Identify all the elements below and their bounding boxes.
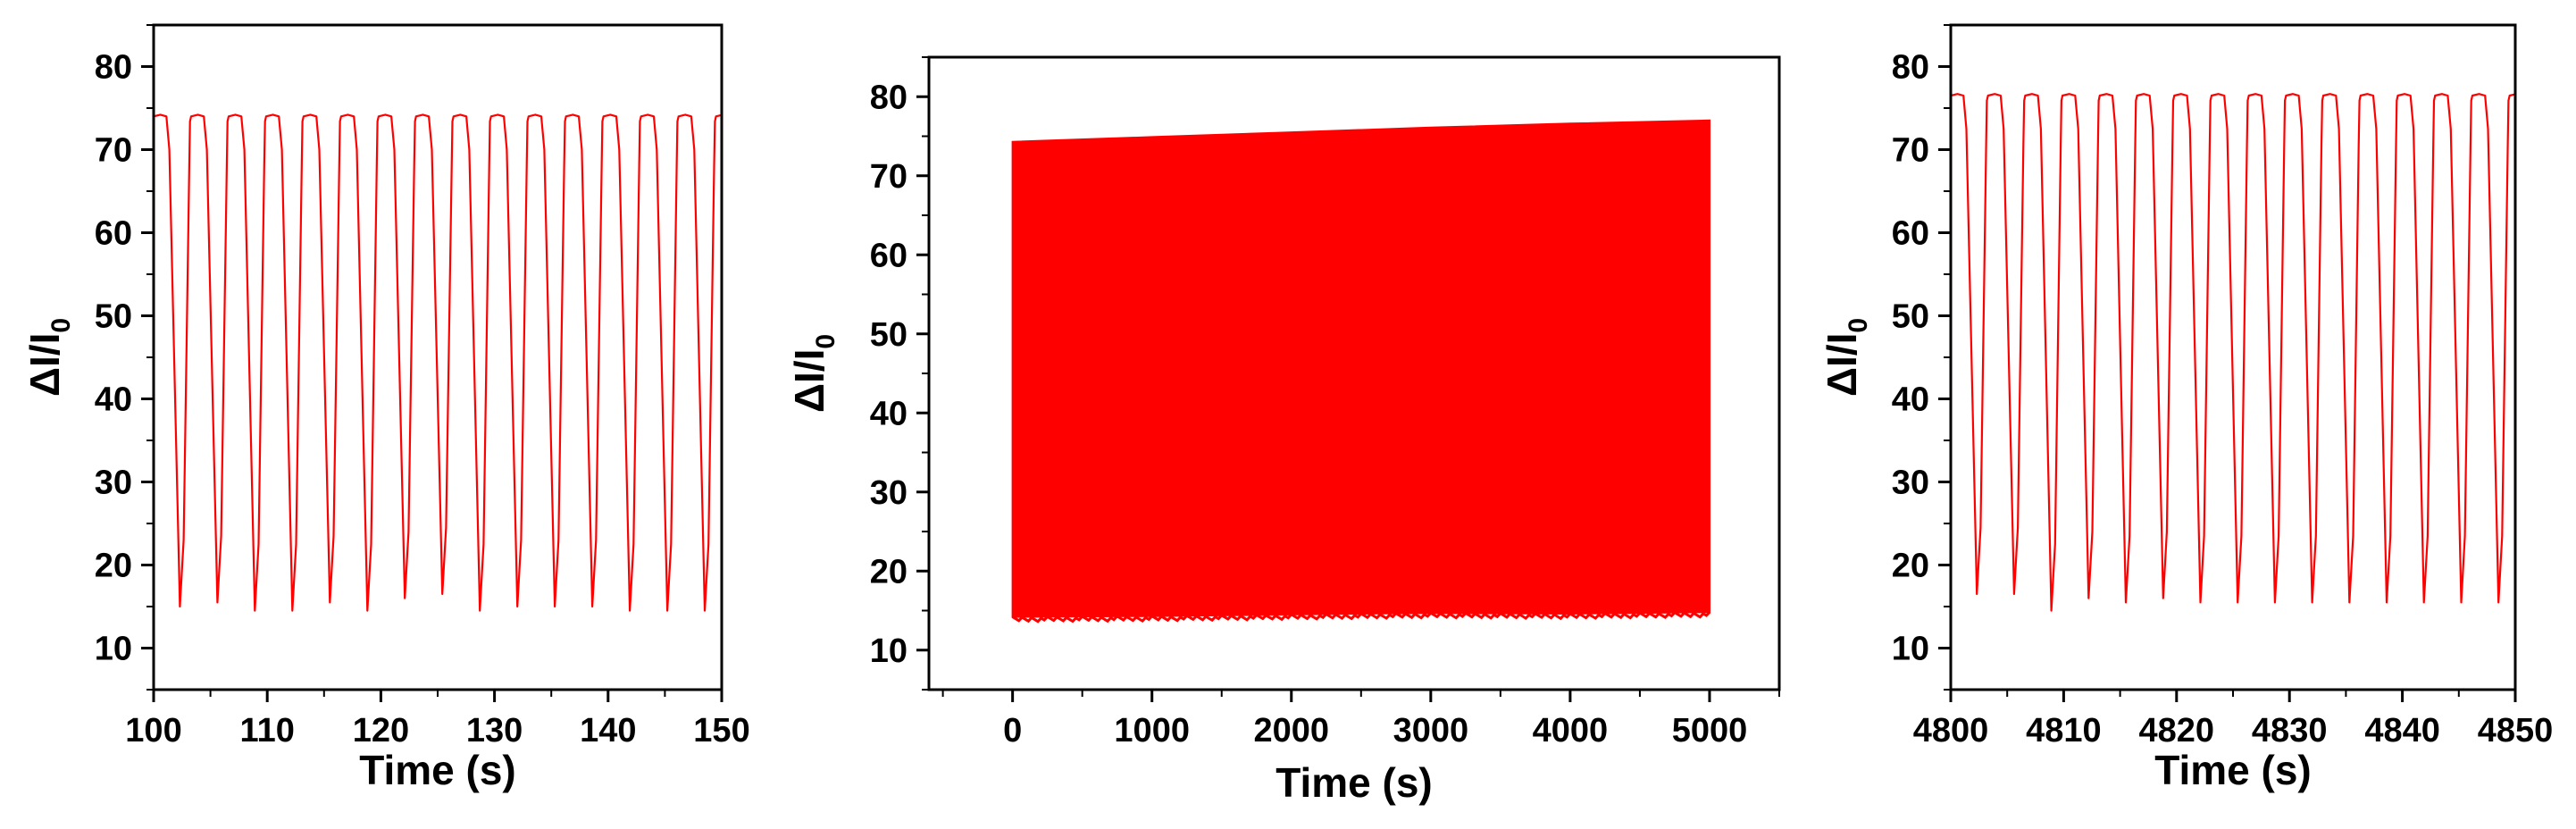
x-tick-label: 4820	[2139, 712, 2215, 749]
x-tick-label: 4810	[2026, 712, 2102, 749]
y-tick-label: 10	[95, 631, 132, 668]
x-tick-label: 150	[693, 712, 749, 749]
y-tick-label: 60	[1892, 215, 1929, 253]
series-line	[1951, 93, 2515, 612]
plot-area	[1951, 93, 2515, 612]
y-tick-label: 20	[870, 553, 907, 590]
y-tick-label: 80	[1892, 49, 1929, 87]
x-tick-label: 120	[353, 712, 409, 749]
y-tick-label: 20	[1892, 548, 1929, 585]
x-axis-title: Time (s)	[1275, 759, 1433, 806]
series-envelope	[1011, 119, 1710, 618]
x-tick-label: 100	[125, 712, 181, 749]
x-tick-label: 4840	[2364, 712, 2440, 749]
y-tick-label: 70	[95, 132, 132, 170]
chart-panel-left: 10 20 30 40 50 60 70 80 100 110 120 130 140 150 Time (…	[21, 23, 750, 793]
y-tick-label: 40	[870, 395, 907, 432]
x-axis-title: Time (s)	[359, 747, 516, 793]
x-tick-label: 4850	[2478, 712, 2554, 749]
y-tick-label: 30	[95, 465, 132, 502]
series-lower-edge	[1011, 610, 1711, 624]
y-tick-label: 40	[1892, 381, 1929, 419]
y-tick-label: 30	[1892, 465, 1929, 502]
y-axis-title: ΔI/I0	[21, 318, 76, 397]
x-tick-label: 0	[1003, 712, 1022, 749]
y-axis-title: ΔI/I0	[1819, 318, 1873, 397]
y-tick-label: 30	[870, 474, 907, 512]
y-tick-label: 70	[1892, 132, 1929, 170]
y-axis-title-text: ΔI/I	[21, 333, 68, 397]
y-tick-label: 70	[870, 158, 907, 196]
y-tick-label: 50	[870, 316, 907, 354]
chart-panel-right: 10 20 30 40 50 60 70 80 4800 4810 4820 4830 4840 4850…	[1819, 23, 2554, 793]
x-tick-label: 3000	[1393, 712, 1469, 749]
y-tick-label: 10	[1892, 631, 1929, 668]
y-axis-title-subscript: 0	[1844, 318, 1873, 333]
x-tick-label: 2000	[1253, 712, 1329, 749]
plot-area	[1011, 119, 1711, 624]
y-axis-title-subscript: 0	[811, 334, 841, 349]
y-tick-label: 60	[95, 215, 132, 253]
y-tick-label: 80	[870, 79, 907, 116]
x-tick-label: 4830	[2252, 712, 2328, 749]
y-tick-label: 20	[95, 548, 132, 585]
x-tick-label: 1000	[1114, 712, 1190, 749]
chart-panel-middle: 10 20 30 40 50 60 70 80 0 1000 2000 3000 4000 5000 Tim…	[786, 55, 1781, 806]
y-axis-title-subscript: 0	[46, 318, 76, 333]
x-axis-title: Time (s)	[2154, 747, 2312, 793]
x-tick-label: 5000	[1672, 712, 1748, 749]
plot-area	[154, 113, 722, 612]
x-tick-label: 4800	[1913, 712, 1989, 749]
y-axis-title: ΔI/I0	[786, 334, 841, 413]
x-tick-label: 130	[466, 712, 523, 749]
y-tick-label: 40	[95, 381, 132, 419]
x-tick-label: 140	[580, 712, 636, 749]
x-tick-label: 110	[240, 712, 295, 749]
y-tick-label: 80	[95, 49, 132, 87]
y-axis-title-text: ΔI/I	[1819, 333, 1865, 397]
series-line	[154, 113, 722, 612]
y-tick-label: 10	[870, 632, 907, 670]
y-axis-title-text: ΔI/I	[786, 349, 832, 413]
y-tick-label: 60	[870, 237, 907, 274]
y-tick-label: 50	[1892, 298, 1929, 336]
y-tick-label: 50	[95, 298, 132, 336]
x-tick-label: 4000	[1533, 712, 1609, 749]
